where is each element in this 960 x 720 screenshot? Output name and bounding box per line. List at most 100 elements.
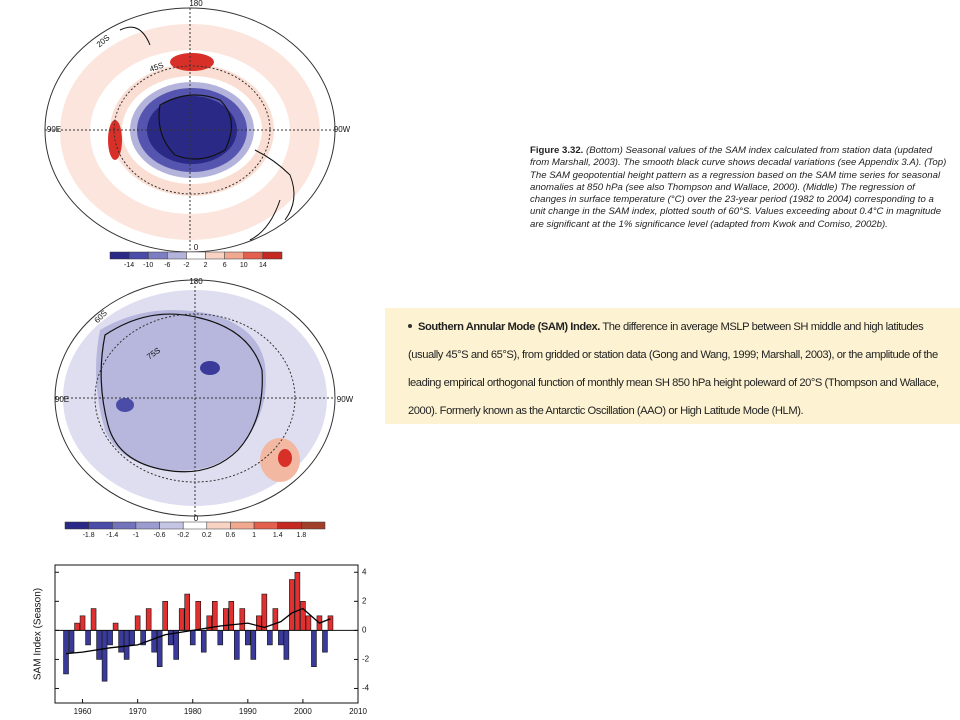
colorbar: -14 -10 -6 -2 2 6 10 14 bbox=[109, 251, 283, 269]
definition-term: Southern Annular Mode (SAM) Index. bbox=[418, 321, 600, 333]
colorbar-box bbox=[109, 251, 130, 260]
bar bbox=[101, 630, 108, 682]
colorbar-box bbox=[224, 251, 245, 260]
colorbar-label: -1.8 bbox=[83, 532, 95, 539]
anomaly bbox=[170, 53, 214, 71]
bar bbox=[223, 608, 229, 631]
colorbar-label: 10 bbox=[240, 262, 248, 269]
colorbar-box bbox=[64, 521, 89, 530]
bar bbox=[272, 608, 279, 631]
x-tick-label: 1990 bbox=[239, 707, 257, 716]
colorbar-label: -6 bbox=[164, 262, 170, 269]
bar bbox=[173, 630, 179, 660]
bar bbox=[200, 630, 207, 653]
colorbar-label: -0.2 bbox=[177, 532, 189, 539]
bar bbox=[74, 622, 80, 631]
bar bbox=[305, 615, 312, 631]
colorbar-label: 1.8 bbox=[296, 532, 306, 539]
bar bbox=[184, 593, 190, 631]
colorbar-label: -1 bbox=[133, 532, 139, 539]
colorbar-box bbox=[205, 251, 225, 260]
colorbar: -1.8 -1.4 -1 -0.6 -0.2 0.2 0.6 1 1.4 1.8 bbox=[64, 521, 326, 539]
colorbar-box bbox=[88, 521, 113, 530]
map-label: 90E bbox=[47, 125, 61, 134]
bar bbox=[234, 630, 240, 660]
bar bbox=[96, 630, 102, 660]
map-label: 90W bbox=[337, 395, 354, 404]
map-label: 90W bbox=[334, 125, 351, 134]
x-tick-label: 1980 bbox=[184, 707, 202, 716]
bar bbox=[283, 630, 290, 660]
colorbar-label: -1.4 bbox=[106, 532, 118, 539]
contour-band bbox=[147, 96, 237, 164]
sam-chart: -4 -2 0 2 4 1960 1970 1980 1990 2000 2010 SAM Index… bbox=[33, 564, 370, 716]
colorbar-box bbox=[206, 521, 231, 530]
bar bbox=[79, 615, 86, 631]
colorbar-box bbox=[301, 521, 326, 530]
colorbar-label: 6 bbox=[223, 262, 227, 269]
colorbar-label: -14 bbox=[124, 262, 134, 269]
bar bbox=[118, 630, 124, 653]
colorbar-box bbox=[253, 521, 278, 530]
bar bbox=[217, 630, 224, 646]
bar bbox=[85, 630, 91, 646]
bar bbox=[239, 608, 246, 631]
bar bbox=[129, 630, 135, 646]
bar bbox=[167, 630, 174, 646]
bar bbox=[68, 630, 75, 653]
colorbar-box bbox=[159, 521, 184, 530]
coastline bbox=[119, 26, 281, 241]
map-label: 90E bbox=[55, 395, 69, 404]
map-label: 0 bbox=[194, 243, 199, 252]
antarctica bbox=[100, 313, 263, 473]
anomaly bbox=[278, 449, 292, 467]
bar bbox=[261, 593, 268, 631]
bar bbox=[300, 601, 306, 631]
bar bbox=[245, 630, 251, 646]
y-tick-label: 4 bbox=[362, 567, 367, 576]
bar bbox=[145, 608, 152, 631]
x-tick-label: 1970 bbox=[129, 707, 147, 716]
definition: Southern Annular Mode (SAM) Index. The d… bbox=[408, 313, 960, 425]
colorbar-box bbox=[135, 521, 160, 530]
y-axis-label: SAM Index (Season) bbox=[33, 588, 44, 680]
y-tick-label: 2 bbox=[362, 596, 367, 605]
bar bbox=[90, 608, 97, 631]
x-tick-label: 2010 bbox=[349, 707, 367, 716]
colorbar-label: 1 bbox=[252, 532, 256, 539]
colorbar-box bbox=[186, 251, 206, 260]
x-tick-label: 1960 bbox=[74, 707, 92, 716]
bar bbox=[189, 630, 196, 646]
map-label: 0 bbox=[194, 514, 199, 523]
middle-map: 180 90E 90W 0 60S 75S bbox=[54, 277, 354, 523]
caption-label: Figure 3.32. bbox=[530, 145, 584, 156]
definition-box bbox=[385, 308, 960, 424]
colorbar-box bbox=[182, 521, 208, 530]
colorbar-label: 0.2 bbox=[202, 532, 212, 539]
y-tick-label: -2 bbox=[362, 655, 370, 664]
bar bbox=[178, 608, 185, 631]
colorbar-box bbox=[128, 251, 149, 260]
antarctica bbox=[158, 94, 232, 160]
colorbar-label: 1.4 bbox=[273, 532, 283, 539]
smooth-curve bbox=[65, 607, 331, 655]
colorbar-label: 14 bbox=[259, 262, 267, 269]
bar bbox=[112, 622, 119, 631]
colorbar-label: 0.6 bbox=[226, 532, 236, 539]
colorbar-label: -10 bbox=[143, 262, 153, 269]
bar bbox=[134, 615, 141, 631]
bar bbox=[123, 630, 130, 660]
colorbar-box bbox=[112, 521, 137, 530]
anomaly bbox=[200, 361, 220, 375]
bar bbox=[289, 579, 295, 631]
colorbar-box bbox=[277, 521, 302, 530]
bar bbox=[162, 601, 168, 631]
bar bbox=[267, 630, 273, 646]
anomaly bbox=[116, 398, 134, 412]
temperature-field bbox=[96, 310, 266, 471]
colorbar-label: -2 bbox=[183, 262, 189, 269]
definition-text: The difference in average MSLP between S… bbox=[408, 321, 939, 417]
colorbar-box bbox=[243, 251, 264, 260]
